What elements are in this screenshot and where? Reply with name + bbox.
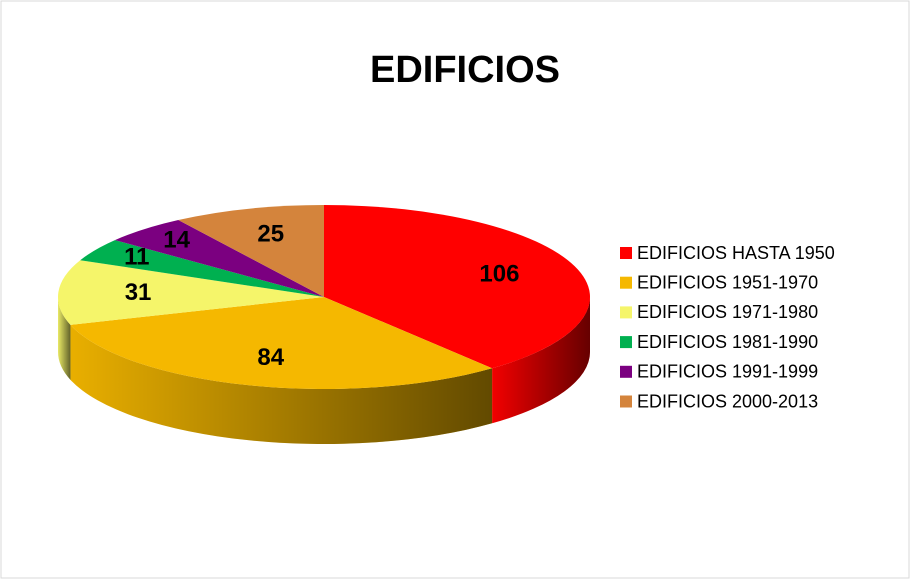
slice	[80, 240, 324, 297]
legend-label: EDIFICIOS 1981-1990	[637, 332, 818, 352]
slice-side-shade	[492, 297, 590, 424]
legend-label: EDIFICIOS 1951-1970	[637, 272, 818, 292]
legend-swatch	[620, 336, 632, 349]
slice	[58, 260, 325, 325]
data-label: 14	[163, 227, 190, 254]
data-label: 84	[257, 344, 284, 371]
data-label: 31	[125, 279, 152, 306]
data-label: 25	[257, 221, 284, 248]
slice-side-shade	[70, 324, 493, 445]
legend-swatch	[620, 395, 632, 408]
legend-swatch	[620, 247, 632, 259]
chart-title: EDIFICIOS	[370, 49, 560, 91]
legend-label: EDIFICIOS 2000-2013	[637, 391, 818, 411]
legend-label: EDIFICIOS HASTA 1950	[637, 243, 835, 263]
slice-side-shade	[58, 297, 71, 380]
legend-swatch	[620, 306, 632, 319]
legend-label: EDIFICIOS 1991-1999	[637, 362, 818, 382]
legend-swatch	[620, 365, 632, 378]
legend-label: EDIFICIOS 1971-1980	[637, 302, 818, 322]
slice	[178, 205, 324, 297]
slice	[114, 220, 325, 297]
data-label: 11	[124, 244, 149, 271]
data-label: 106	[479, 261, 519, 288]
slice	[70, 297, 493, 390]
legend-swatch	[620, 276, 632, 289]
slice	[324, 205, 591, 369]
